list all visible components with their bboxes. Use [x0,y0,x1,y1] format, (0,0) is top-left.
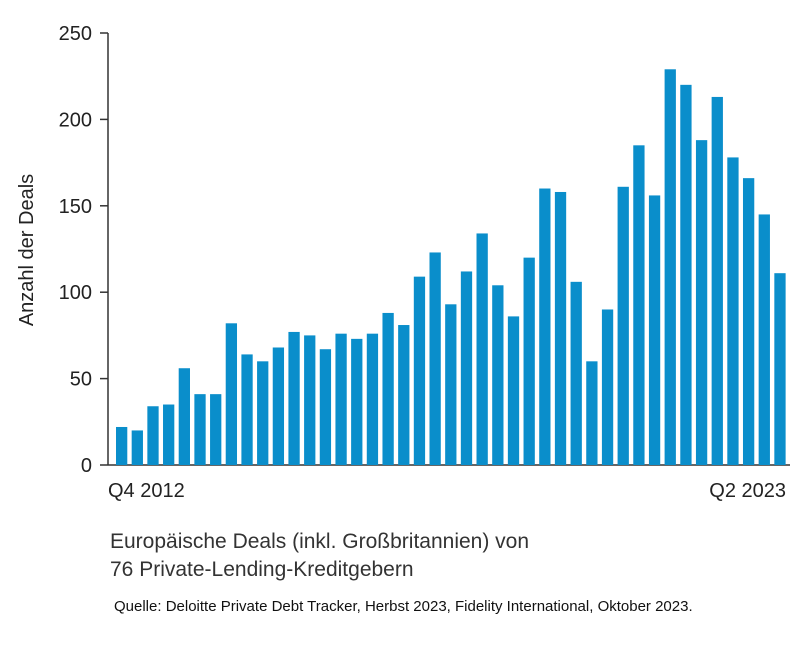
bar-q3-2019 [539,188,551,465]
bar-q4-2012 [116,426,128,465]
bar-q2-2022 [711,96,723,465]
bar-q3-2015 [288,331,300,465]
bar-q4-2016 [366,333,379,465]
bar-q3-2017 [413,276,426,465]
bar-q2-2023 [774,273,786,465]
y-axis: 0 50 100 150 200 250 [59,23,109,477]
y-tick-label: 100 [59,282,92,304]
y-tick-label: 50 [70,369,92,391]
bar-q4-2014 [241,354,253,465]
caption-line-2: 76 Private-Lending-Kreditgebern [110,558,414,581]
bar-q3-2022 [727,157,739,466]
bar-q4-2017 [429,252,441,465]
y-tick-label: 200 [59,109,92,131]
bar-q4-2013 [178,368,190,465]
bar-q4-2018 [492,285,504,465]
bar-q4-2021 [680,84,692,465]
bar-q2-2021 [648,195,661,465]
bar-q1-2020 [570,281,582,465]
bar-q1-2021 [633,145,645,465]
chart-caption: Europäische Deals (inkl. Großbritannien)… [110,528,529,584]
bar-q3-2016 [351,338,363,465]
bar-q2-2020 [586,361,598,465]
bar-q3-2021 [664,69,676,465]
bar-q2-2018 [460,271,473,465]
y-axis-title: Anzahl der Deals [16,174,38,326]
bar-q2-2015 [272,347,285,465]
bar-q1-2017 [382,312,394,465]
bar-q2-2014 [210,394,222,465]
bar-q4-2020 [617,186,629,466]
bar-q1-2013 [131,430,143,465]
bar-q3-2020 [601,309,614,465]
bar-q1-2016 [319,349,332,465]
bar-q1-2019 [507,316,520,465]
bar-q1-2014 [194,394,206,465]
bar-q4-2019 [554,191,567,466]
bar-q2-2016 [335,333,347,465]
source-note: Quelle: Deloitte Private Debt Tracker, H… [114,598,693,615]
x-axis: Q4 2012 Q2 2023 [108,464,790,502]
bar-q2-2013 [147,406,159,465]
bar-q3-2014 [225,323,238,465]
bar-q4-2022 [742,178,755,465]
bar-chart: 0 50 100 150 200 250 Q4 2012 Q2 2023 Anzahl de… [16,23,790,502]
x-tick-label-last: Q2 2023 [709,480,786,502]
bar-series [116,69,786,466]
bar-q3-2013 [163,404,175,465]
bar-q2-2019 [523,257,535,465]
y-tick-label: 150 [59,196,92,218]
y-tick-label: 0 [81,455,92,477]
x-tick-label-first: Q4 2012 [108,480,185,502]
bar-q1-2015 [257,361,269,465]
y-tick-label: 250 [59,23,92,45]
bar-q1-2018 [445,304,457,465]
bar-q1-2022 [695,140,708,465]
bar-q1-2023 [758,214,770,465]
bar-q2-2017 [398,325,410,465]
caption-line-1: Europäische Deals (inkl. Großbritannien)… [110,530,530,553]
bar-q4-2015 [304,335,316,465]
bar-q3-2018 [476,233,488,465]
